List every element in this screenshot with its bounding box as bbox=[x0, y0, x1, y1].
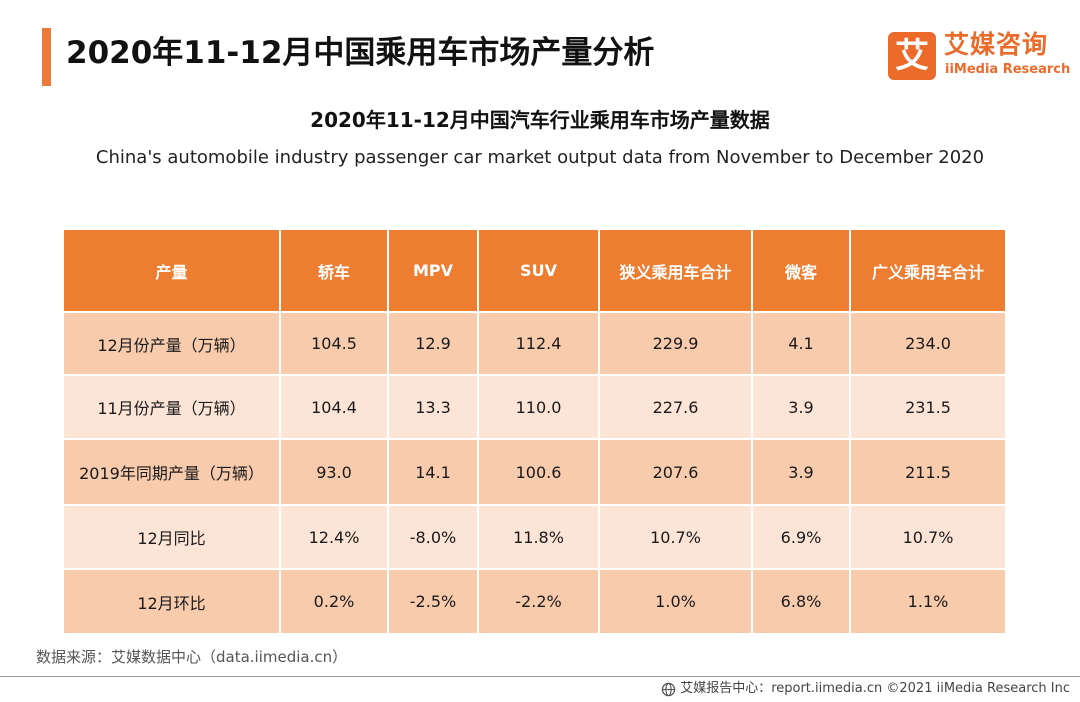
column-header: MPV bbox=[388, 230, 479, 312]
footer-text: 艾媒报告中心：report.iimedia.cn ©2021 iiMedia R… bbox=[680, 681, 1070, 696]
iimedia-logo: 艾 艾媒咨询 iiMedia Research bbox=[888, 28, 1071, 84]
table-cell: 207.6 bbox=[599, 438, 753, 505]
table-header-row: 产量 轿车 MPV SUV 狭义乘用车合计 微客 广义乘用车合计 bbox=[64, 230, 1005, 312]
table-cell: 13.3 bbox=[388, 374, 479, 439]
table-cell: 12.9 bbox=[388, 311, 479, 375]
table-cell: 104.5 bbox=[280, 311, 389, 375]
table-cell: -2.2% bbox=[478, 568, 600, 633]
data-source-note: 数据来源：艾媒数据中心（data.iimedia.cn） bbox=[36, 648, 348, 666]
column-header: 轿车 bbox=[280, 230, 389, 312]
footer: 艾媒报告中心：report.iimedia.cn ©2021 iiMedia R… bbox=[661, 679, 1070, 699]
table-cell: 10.7% bbox=[599, 504, 753, 569]
table-cell: 4.1 bbox=[752, 311, 851, 375]
table-cell: 112.4 bbox=[478, 311, 600, 375]
column-header: 狭义乘用车合计 bbox=[599, 230, 753, 312]
table-cell: 14.1 bbox=[388, 438, 479, 505]
table-cell: 3.9 bbox=[752, 374, 851, 439]
table-cell: 6.8% bbox=[752, 568, 851, 633]
table-cell: 104.4 bbox=[280, 374, 389, 439]
title-accent-bar bbox=[42, 28, 51, 86]
table-row: 12月同比 12.4% -8.0% 11.8% 10.7% 6.9% 10.7% bbox=[64, 504, 1005, 569]
column-header: SUV bbox=[478, 230, 600, 312]
table-row: 11月份产量（万辆） 104.4 13.3 110.0 227.6 3.9 23… bbox=[64, 374, 1005, 439]
table-cell: 93.0 bbox=[280, 438, 389, 505]
table-cell: 3.9 bbox=[752, 438, 851, 505]
table-cell: 100.6 bbox=[478, 438, 600, 505]
column-header: 微客 bbox=[752, 230, 851, 312]
row-label: 12月同比 bbox=[64, 504, 281, 569]
footer-divider bbox=[0, 676, 1080, 677]
table-cell: 231.5 bbox=[850, 374, 1005, 439]
table-cell: -2.5% bbox=[388, 568, 479, 633]
logo-english-name: iiMedia Research bbox=[945, 62, 1071, 77]
table-cell: -8.0% bbox=[388, 504, 479, 569]
table-cell: 6.9% bbox=[752, 504, 851, 569]
row-label: 2019年同期产量（万辆） bbox=[64, 438, 281, 505]
table-cell: 10.7% bbox=[850, 504, 1005, 569]
table-cell: 1.1% bbox=[850, 568, 1005, 633]
row-label: 12月环比 bbox=[64, 568, 281, 633]
logo-chinese-name: 艾媒咨询 bbox=[944, 30, 1049, 59]
table-title-english: China's automobile industry passenger ca… bbox=[95, 147, 985, 168]
table-cell: 234.0 bbox=[850, 311, 1005, 375]
table-title-chinese: 2020年11-12月中国汽车行业乘用车市场产量数据 bbox=[310, 108, 770, 132]
page-title: 2020年11-12月中国乘用车市场产量分析 bbox=[66, 35, 655, 71]
row-label: 11月份产量（万辆） bbox=[64, 374, 281, 439]
table-cell: 227.6 bbox=[599, 374, 753, 439]
globe-icon bbox=[661, 682, 676, 696]
table-cell: 110.0 bbox=[478, 374, 600, 439]
table-cell: 1.0% bbox=[599, 568, 753, 633]
table-cell: 11.8% bbox=[478, 504, 600, 569]
table-row: 12月份产量（万辆） 104.5 12.9 112.4 229.9 4.1 23… bbox=[64, 311, 1005, 375]
table-row: 12月环比 0.2% -2.5% -2.2% 1.0% 6.8% 1.1% bbox=[64, 568, 1005, 633]
column-header: 产量 bbox=[64, 230, 281, 312]
table-cell: 211.5 bbox=[850, 438, 1005, 505]
column-header: 广义乘用车合计 bbox=[850, 230, 1005, 312]
table-row: 2019年同期产量（万辆） 93.0 14.1 100.6 207.6 3.9 … bbox=[64, 438, 1005, 505]
table-cell: 12.4% bbox=[280, 504, 389, 569]
production-data-table: 产量 轿车 MPV SUV 狭义乘用车合计 微客 广义乘用车合计 12月份产量（… bbox=[64, 230, 1005, 633]
table-cell: 0.2% bbox=[280, 568, 389, 633]
row-label: 12月份产量（万辆） bbox=[64, 311, 281, 375]
logo-mark-icon: 艾 bbox=[888, 32, 936, 80]
table-cell: 229.9 bbox=[599, 311, 753, 375]
